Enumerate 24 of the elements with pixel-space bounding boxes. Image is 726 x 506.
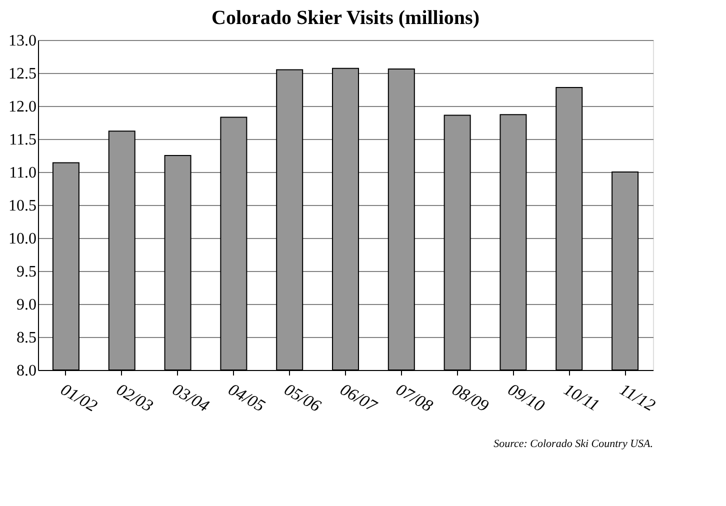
x-tick-label: 07/08 [392,380,436,416]
x-tick-label: 01/02 [57,380,101,416]
y-tick-label: 12.5 [8,66,36,82]
x-tick-label: 11/12 [616,380,659,416]
chart-title: Colorado Skier Visits (millions) [212,7,480,29]
y-tick-label: 11.0 [9,164,36,182]
y-tick-label: 13.0 [8,32,36,50]
y-tick-label: 10.0 [8,230,36,248]
y-tick-label: 8.5 [16,330,36,346]
y-tick-label: 9.5 [16,264,36,280]
y-tick-label: 9.0 [16,296,36,314]
y-tick-label: 8.0 [16,362,36,380]
x-tick-label: 06/07 [337,380,382,416]
x-tick-label: 09/10 [504,380,548,416]
x-tick-label: 08/09 [448,380,492,416]
y-tick-label: 11.5 [9,132,36,148]
y-tick-label: 12.0 [8,98,36,116]
x-tick-label: 02/03 [113,380,156,416]
x-tick-label: 04/05 [225,380,268,416]
source-note: Source: Colorado Ski Country USA. [494,438,653,450]
x-tick-label: 05/06 [281,380,325,416]
x-tick-label: 03/04 [169,380,213,416]
x-tick-label: 10/11 [560,380,603,415]
y-tick-label: 10.5 [8,198,36,214]
